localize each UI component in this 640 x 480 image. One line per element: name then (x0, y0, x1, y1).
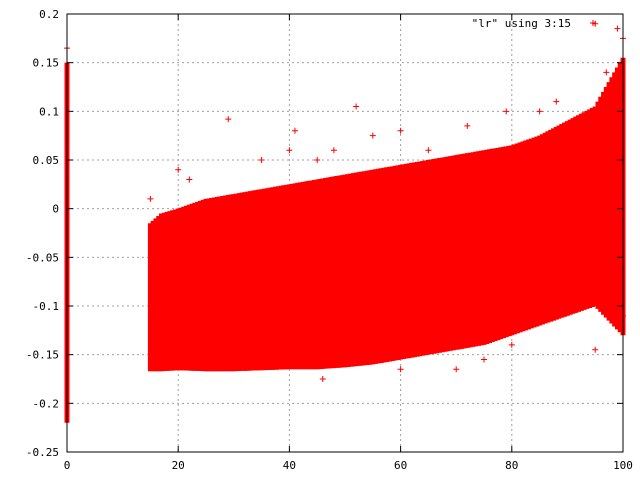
x-tick-label: 0 (64, 459, 71, 472)
x-tick-label: 100 (613, 459, 633, 472)
data-point (614, 25, 621, 32)
y-tick-label: -0.2 (33, 397, 60, 410)
data-point (397, 366, 404, 373)
data-point (508, 341, 515, 348)
data-points (64, 20, 626, 423)
y-tick-label: -0.15 (26, 349, 59, 362)
plot-frame (66, 13, 624, 453)
y-tick-label: 0 (52, 203, 59, 216)
data-point (319, 376, 326, 382)
y-tick-label: 0.2 (39, 8, 59, 21)
data-point (603, 69, 610, 76)
x-tick-label: 60 (394, 459, 407, 472)
legend-label: "lr" using 3:15 (472, 17, 571, 30)
data-point (175, 166, 182, 173)
y-tick-label: -0.25 (26, 446, 59, 459)
legend-marker (590, 20, 596, 26)
data-point (369, 132, 376, 139)
y-tick-label: -0.1 (33, 300, 60, 313)
data-point (258, 157, 265, 163)
x-tick-label: 40 (283, 459, 296, 472)
y-tick-label: 0.15 (33, 57, 60, 70)
data-point (397, 127, 404, 134)
data-point (503, 108, 510, 115)
data-point (225, 116, 232, 123)
x-tick-label: 20 (172, 459, 185, 472)
data-point (353, 103, 360, 110)
data-point (291, 127, 298, 134)
x-tick-label: 80 (505, 459, 518, 472)
axis-ticks: -0.25 -0.2 -0.15 -0.1 -0.05 0 0.05 0.1 0.15 0.2 0 2… (26, 8, 633, 472)
data-point (464, 122, 471, 129)
y-tick-label: 0.05 (33, 154, 60, 167)
data-point (592, 346, 599, 353)
data-point (553, 98, 560, 105)
y-tick-label: -0.05 (26, 251, 59, 264)
grid (67, 14, 623, 452)
data-point (453, 366, 460, 373)
y-tick-label: 0.1 (39, 105, 59, 118)
data-point (314, 157, 321, 163)
data-point (425, 147, 432, 154)
data-point (536, 108, 543, 115)
data-point (186, 176, 193, 183)
data-point (286, 147, 293, 154)
legend: "lr" using 3:15 (472, 17, 596, 30)
data-point (147, 195, 154, 202)
data-point (330, 147, 337, 154)
data-point (481, 356, 487, 363)
